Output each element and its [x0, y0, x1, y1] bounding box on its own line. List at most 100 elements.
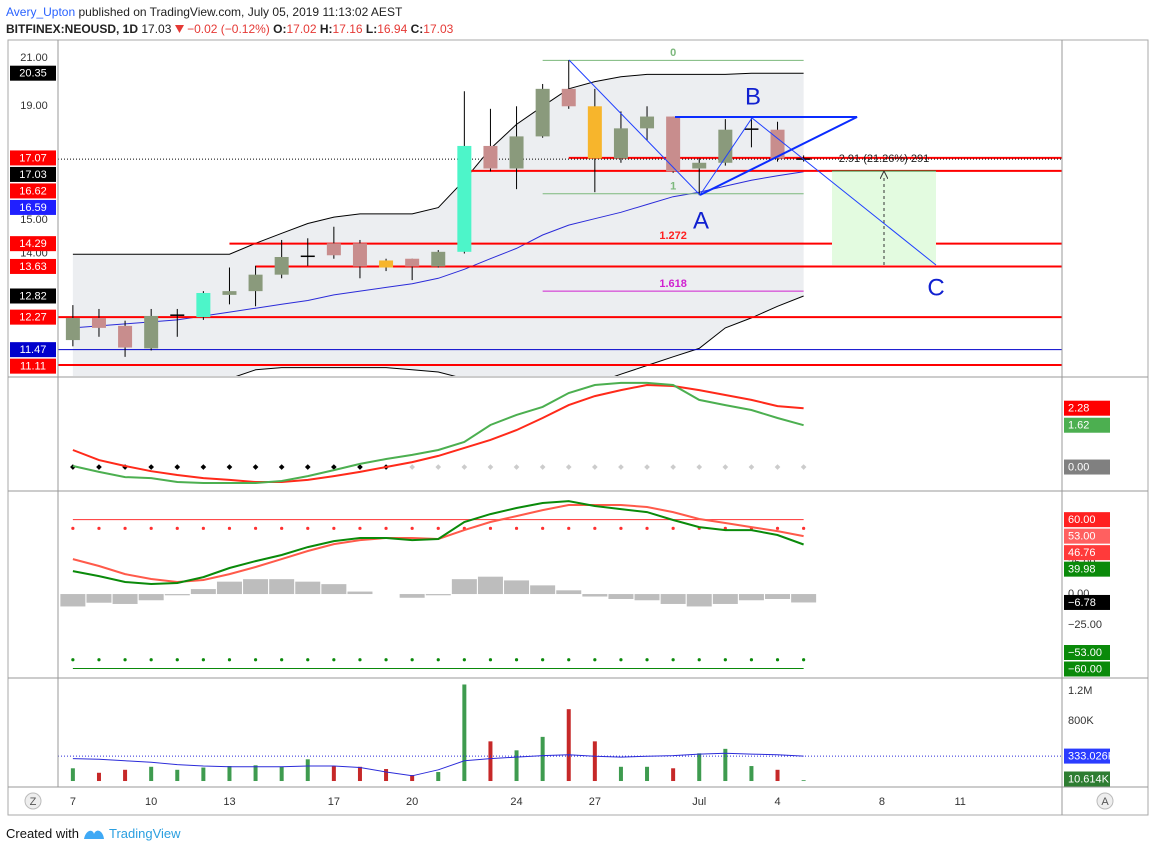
level-dot [541, 526, 545, 530]
lower-band [235, 295, 804, 376]
histogram-bar [216, 581, 242, 595]
level-dot [723, 658, 727, 662]
level-dot [71, 526, 75, 530]
ohlc-label: H: [319, 22, 333, 36]
down-arrow [174, 25, 184, 33]
axis-button-label[interactable]: Z [30, 796, 37, 808]
author[interactable]: Avery_Upton [6, 5, 76, 19]
value-label-box [10, 342, 56, 358]
volume-bar [645, 766, 650, 782]
value-label-box [10, 358, 56, 374]
level-dot [514, 526, 519, 530]
value-label: 53.00 [1068, 531, 1096, 543]
level-dot [332, 658, 336, 662]
level-dot [697, 658, 701, 662]
level-dot [410, 526, 414, 530]
signal-dot [200, 464, 207, 470]
ohlc-value: 17.03 [423, 22, 454, 36]
level-dot [175, 526, 179, 530]
level-dot [567, 526, 571, 530]
candle-body [666, 116, 681, 172]
level-dot [410, 658, 414, 662]
level-dot [514, 658, 519, 662]
value-label: 13.63 [19, 261, 47, 273]
publish-line: Avery_Upton published on TradingView.com… [6, 4, 453, 21]
volume-bar [592, 741, 597, 782]
signal-dot [409, 464, 415, 470]
fib-label: 1 [670, 181, 676, 193]
volume-bar [305, 759, 310, 782]
series-line [72, 381, 804, 484]
volume-bar [384, 769, 389, 782]
histogram-bar [660, 594, 686, 604]
histogram-bar [399, 594, 425, 598]
volume-bar [566, 709, 571, 782]
level-dot [593, 526, 597, 530]
candle-body [744, 128, 759, 130]
pattern-drawing: 2.91 (21.26%) 291 A B C [568, 59, 945, 301]
signal-dot [513, 464, 520, 470]
x-tick-label: Jul [692, 796, 706, 808]
histogram-bar [634, 594, 660, 601]
x-tick-label: 8 [879, 796, 885, 808]
signal-dot [644, 464, 650, 470]
axis-button-label[interactable]: A [1101, 796, 1109, 808]
price-pane: 0 1 1.272 1.618 [58, 47, 1062, 376]
value-label-box [10, 183, 56, 199]
level-dot [123, 526, 127, 530]
histogram-bar [765, 594, 791, 600]
signal-dot [357, 464, 363, 470]
signal-dot [618, 464, 624, 470]
value-label: 2.28 [1068, 403, 1089, 415]
brand[interactable]: TradingView [108, 826, 181, 841]
volume-bar [514, 750, 519, 782]
histogram-bar [138, 594, 164, 601]
footer: Created with TradingView [6, 826, 181, 841]
value-label: 16.62 [19, 185, 47, 197]
y-tick-label: 800K [1068, 715, 1094, 727]
x-tick-label: 17 [328, 796, 340, 808]
signal-dot [565, 464, 572, 470]
y-tick-label: 15.00 [20, 214, 48, 226]
value-label-box [10, 309, 56, 325]
series-line [72, 500, 804, 586]
histogram-bar [112, 594, 138, 604]
y-tick-label: 21.00 [20, 52, 48, 64]
macd-pane [70, 381, 807, 484]
upper-band [72, 72, 804, 255]
fib-label: 1.272 [659, 230, 687, 242]
value-label-box [1064, 771, 1110, 787]
separators [8, 40, 1148, 815]
level-dot [97, 526, 101, 530]
histogram-bar [451, 579, 477, 595]
histogram-bar [60, 594, 86, 607]
axis-button[interactable] [24, 792, 42, 810]
level-dot [149, 658, 153, 662]
signal-dot [252, 464, 259, 470]
level-dot [645, 526, 649, 530]
axis-button[interactable] [1096, 792, 1114, 810]
x-tick-label: 4 [774, 796, 780, 808]
level-dot [384, 658, 388, 662]
volume-bar [540, 736, 545, 782]
level-dot [227, 658, 232, 662]
signal-dot [331, 464, 337, 470]
signal-dot [278, 464, 285, 470]
value-label-box [1064, 528, 1110, 544]
y-tick-label: 14.00 [20, 247, 48, 259]
level-dot [306, 526, 310, 530]
value-label: 16.59 [19, 202, 47, 214]
fib-label: 1.618 [659, 278, 687, 290]
level-dot [488, 658, 493, 662]
level-dot [332, 526, 336, 530]
level-dot [775, 526, 780, 530]
level-dot [619, 526, 623, 530]
level-dot [567, 658, 571, 662]
header: Avery_Upton published on TradingView.com… [6, 4, 453, 38]
signal-dot [592, 464, 598, 470]
x-tick-label: 13 [223, 796, 235, 808]
signal-dot [800, 464, 807, 470]
x-tick-label: 27 [589, 796, 601, 808]
value-label-box [1064, 661, 1110, 677]
level-dot [71, 658, 75, 662]
